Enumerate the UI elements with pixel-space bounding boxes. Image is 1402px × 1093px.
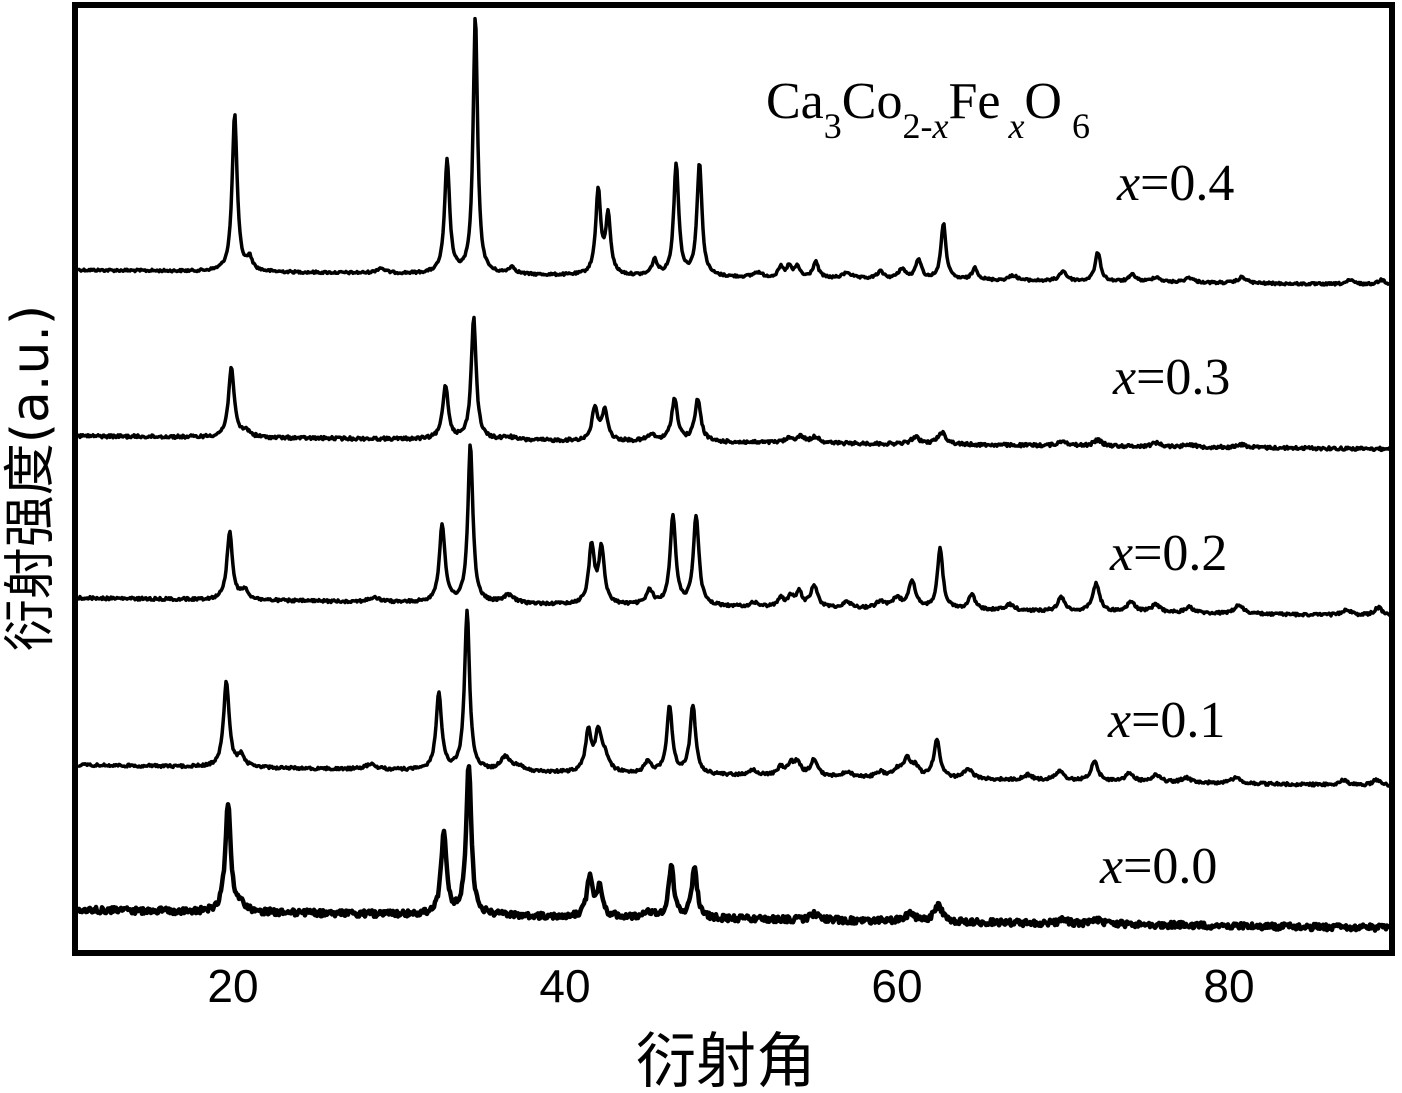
series-label: x=0.4 bbox=[1116, 155, 1234, 212]
x-tick-label: 20 bbox=[207, 960, 258, 1012]
series-label: x=0.1 bbox=[1107, 692, 1225, 749]
x-tick-label: 60 bbox=[871, 960, 922, 1012]
x-tick-label: 40 bbox=[539, 960, 590, 1012]
plot-frame bbox=[75, 5, 1392, 953]
x-tick-label: 80 bbox=[1203, 960, 1254, 1012]
xrd-chart: 20 40 60 80 衍射角 衍射强度(a.u.) Ca3Co2-xFexO6 x=… bbox=[0, 0, 1402, 1093]
compound-formula: Ca3Co2-xFexO6 bbox=[766, 73, 1090, 146]
x-tick-labels: 20 40 60 80 bbox=[207, 960, 1254, 1012]
series-label: x=0.2 bbox=[1109, 525, 1227, 582]
series-label: x=0.3 bbox=[1112, 349, 1230, 406]
x-axis-title: 衍射角 bbox=[636, 1027, 816, 1093]
series-label: x=0.0 bbox=[1099, 838, 1217, 895]
trace-x-0-4 bbox=[78, 19, 1390, 285]
y-axis-title: 衍射强度(a.u.) bbox=[1, 305, 61, 651]
